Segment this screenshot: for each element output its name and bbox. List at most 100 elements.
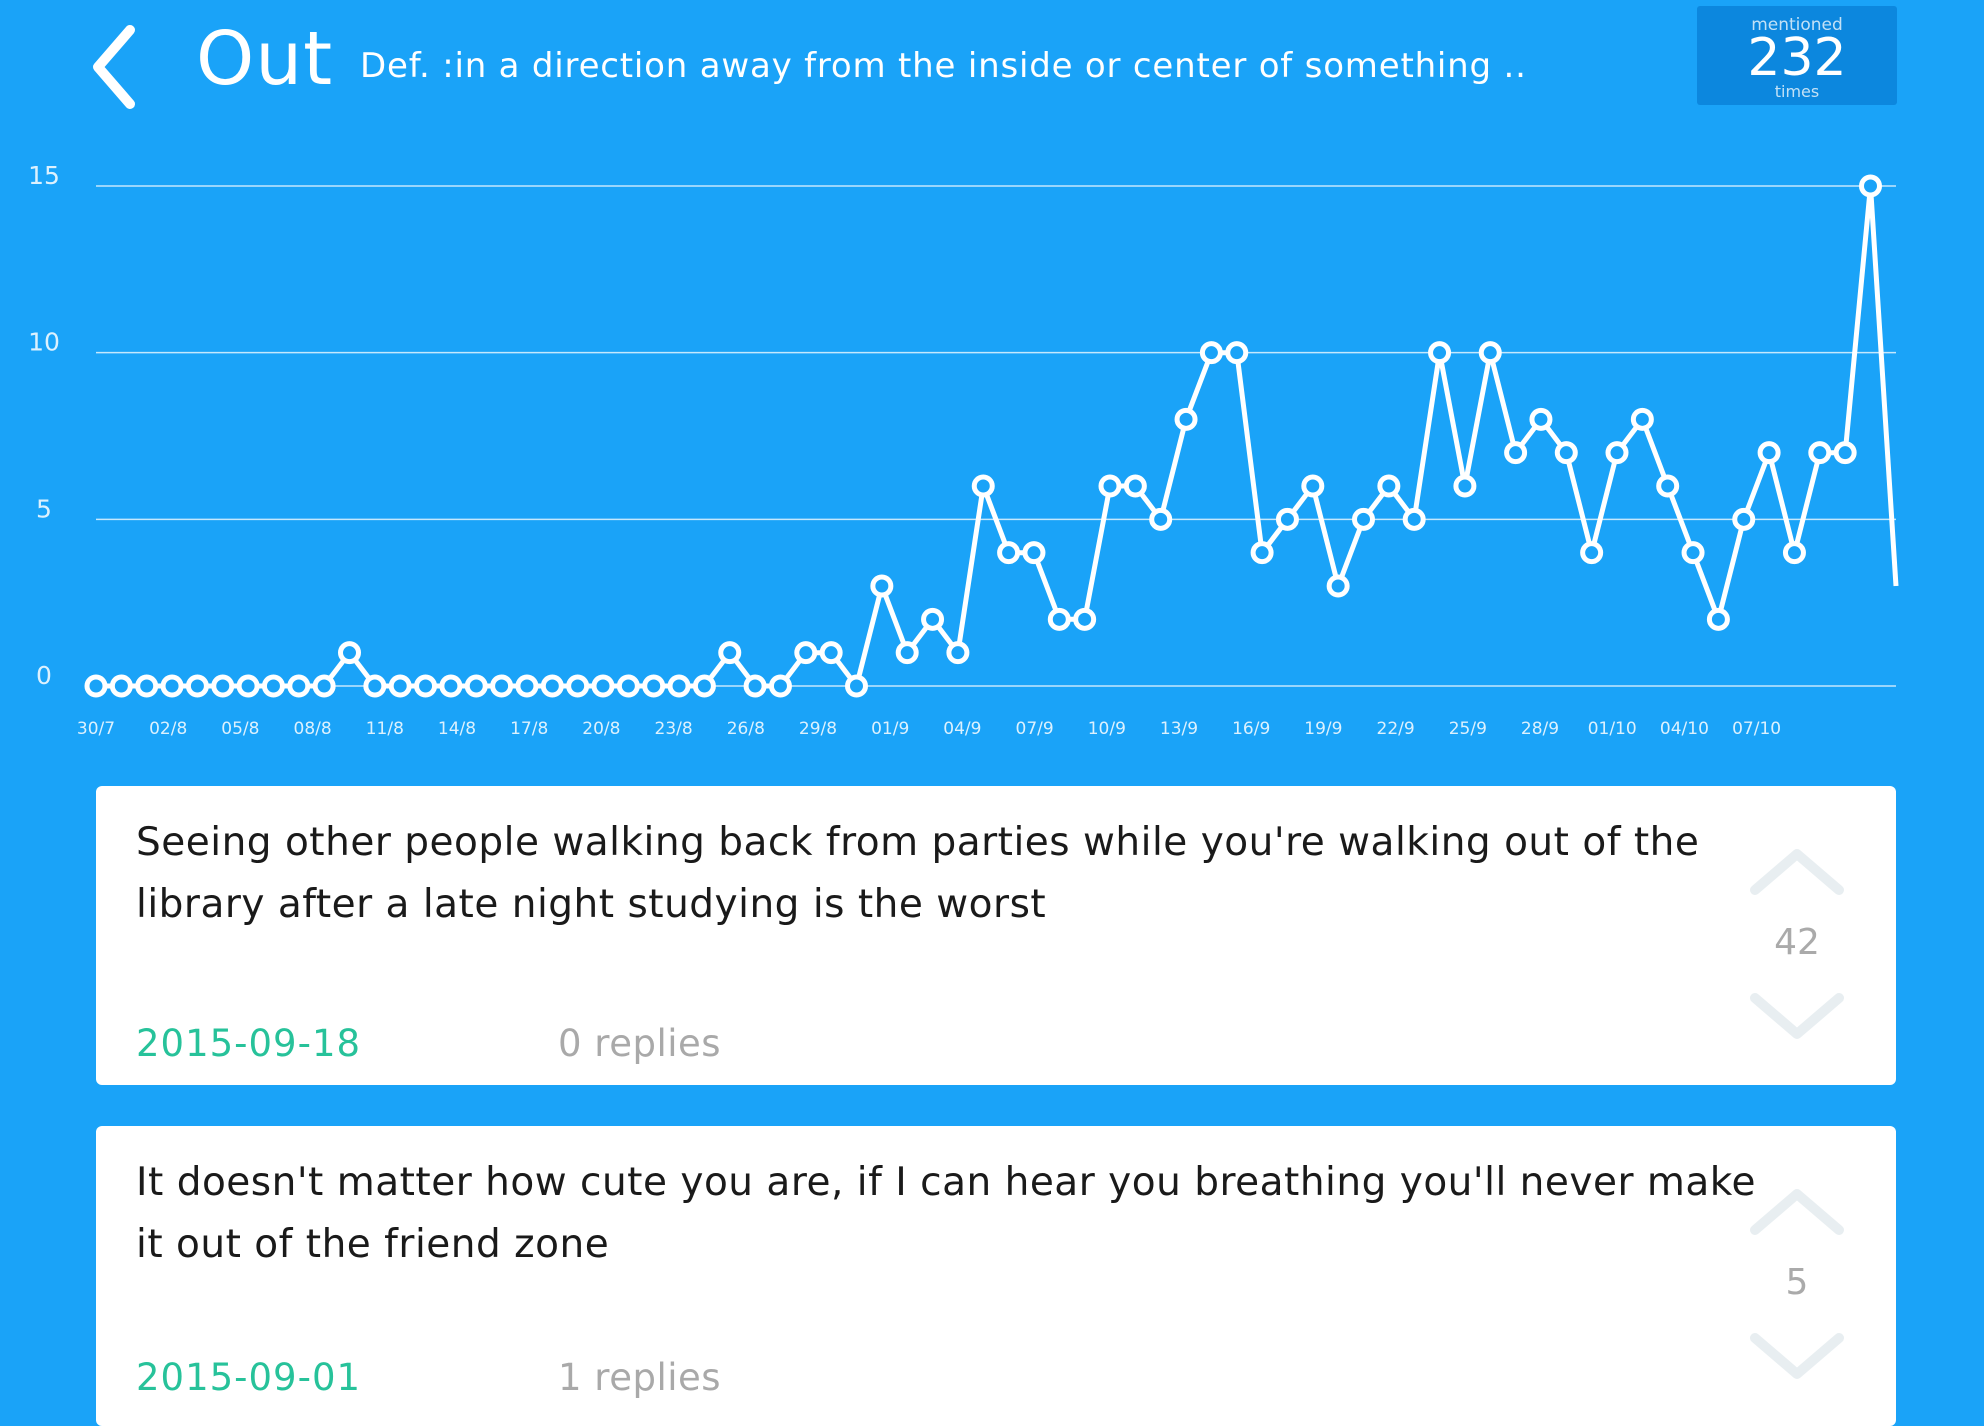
word-title: Out: [196, 16, 334, 102]
data-point: [490, 674, 514, 698]
data-point: [1808, 441, 1832, 465]
x-tick-label: 10/9: [1088, 719, 1126, 739]
x-tick-label: 11/8: [366, 719, 404, 739]
data-point: [616, 674, 640, 698]
data-point: [692, 674, 716, 698]
data-point: [895, 641, 919, 665]
data-point: [642, 674, 666, 698]
downvote-button[interactable]: [1749, 992, 1845, 1044]
data-point: [768, 674, 792, 698]
data-point: [1782, 541, 1806, 565]
data-point: [1757, 441, 1781, 465]
data-point: [287, 674, 311, 698]
data-point: [84, 674, 108, 698]
data-point: [566, 674, 590, 698]
data-point: [1073, 607, 1097, 631]
x-tick-label: 05/8: [221, 719, 259, 739]
data-point: [1326, 574, 1350, 598]
series-line: [96, 185, 1899, 692]
data-point: [160, 674, 184, 698]
x-tick-label: 20/8: [582, 719, 620, 739]
data-point: [845, 674, 868, 698]
post-card[interactable]: It doesn't matter how cute you are, if I…: [96, 1126, 1896, 1426]
x-tick-label: 19/9: [1304, 719, 1342, 739]
word-definition: Def. :in a direction away from the insid…: [360, 46, 1527, 86]
header: Out Def. :in a direction away from the i…: [0, 0, 1984, 130]
data-point: [1478, 341, 1502, 365]
chevron-left-icon: [93, 25, 135, 109]
post-text: It doesn't matter how cute you are, if I…: [136, 1160, 1756, 1267]
x-tick-label: 26/8: [727, 719, 765, 739]
data-point: [743, 674, 767, 698]
vote-count: 5: [1785, 1262, 1809, 1303]
data-point: [1706, 607, 1730, 631]
post-card[interactable]: Seeing other people walking back from pa…: [96, 786, 1896, 1085]
data-point: [1681, 541, 1705, 565]
data-point: [1732, 507, 1756, 531]
chevron-down-icon: [1750, 1333, 1844, 1379]
upvote-button[interactable]: [1749, 844, 1845, 896]
x-tick-label: 16/9: [1232, 719, 1270, 739]
data-point: [1022, 541, 1046, 565]
data-point: [971, 474, 995, 498]
post-replies-link[interactable]: 1 replies: [558, 1356, 722, 1399]
post-replies-link[interactable]: 0 replies: [558, 1022, 722, 1065]
data-point: [1656, 474, 1680, 498]
y-tick-label: 0: [36, 661, 52, 690]
x-tick-label: 17/8: [510, 719, 548, 739]
data-point: [338, 641, 361, 665]
data-point: [1149, 507, 1173, 531]
x-tick-label: 30/7: [77, 719, 115, 739]
x-tick-label: 02/8: [149, 719, 187, 739]
chevron-up-icon: [1750, 849, 1844, 895]
chevron-up-icon: [1750, 1189, 1844, 1235]
x-tick-label: 25/9: [1449, 719, 1487, 739]
data-point: [135, 674, 159, 698]
data-point: [1098, 474, 1122, 498]
data-point: [1402, 507, 1426, 531]
data-point: [1833, 441, 1857, 465]
x-tick-label: 01/9: [871, 719, 909, 739]
data-point: [1047, 607, 1071, 631]
data-point: [1859, 174, 1882, 198]
x-tick-label: 07/9: [1016, 719, 1054, 739]
upvote-button[interactable]: [1749, 1184, 1845, 1236]
data-point: [1377, 474, 1401, 498]
y-tick-label: 10: [28, 328, 60, 357]
back-button[interactable]: [86, 22, 146, 112]
x-tick-label: 23/8: [655, 719, 693, 739]
x-tick-label: 13/9: [1160, 719, 1198, 739]
data-point: [515, 674, 539, 698]
y-tick-label: 15: [28, 161, 60, 190]
data-point: [921, 607, 945, 631]
data-point: [870, 574, 894, 598]
data-point: [363, 674, 387, 698]
post-date: 2015-09-01: [136, 1356, 362, 1399]
data-point: [1453, 474, 1477, 498]
data-point: [261, 674, 285, 698]
data-point: [946, 641, 970, 665]
mention-count-value: 232: [1747, 28, 1847, 88]
x-tick-label: 04/9: [943, 719, 981, 739]
data-point: [1301, 474, 1325, 498]
post-date: 2015-09-18: [136, 1022, 362, 1065]
x-tick-label: 04/10: [1660, 719, 1709, 739]
data-point: [1275, 507, 1299, 531]
data-point: [464, 674, 488, 698]
data-point: [1123, 474, 1147, 498]
data-point: [1504, 441, 1528, 465]
x-tick-label: 22/9: [1377, 719, 1415, 739]
data-point: [1529, 407, 1553, 431]
downvote-button[interactable]: [1749, 1332, 1845, 1384]
data-point: [591, 674, 615, 698]
mentions-line-chart: 0 5 10 15 30/7 02/8 05/8 08/8 11/8 14/8 17/8 20/8 23…: [28, 161, 1899, 739]
data-point: [667, 674, 691, 698]
data-point: [997, 541, 1021, 565]
data-point: [1580, 541, 1604, 565]
post-text: Seeing other people walking back from pa…: [136, 820, 1700, 927]
data-point: [439, 674, 463, 698]
data-point: [312, 674, 336, 698]
x-tick-label: 14/8: [438, 719, 476, 739]
data-point: [388, 674, 412, 698]
data-point: [1199, 341, 1223, 365]
